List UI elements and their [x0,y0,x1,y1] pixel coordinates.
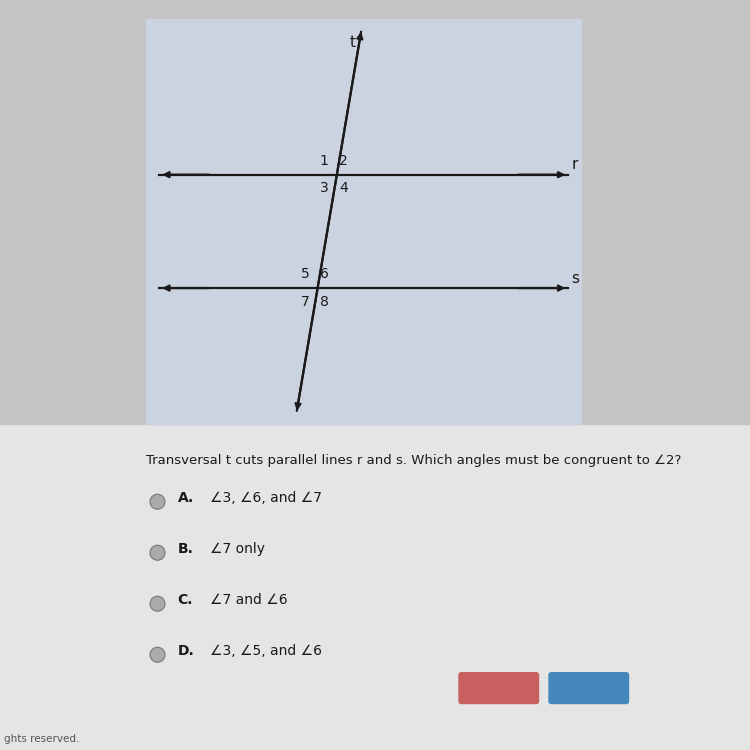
Text: 3: 3 [320,182,328,195]
Bar [0,424,750,750]
Text: ∠3, ∠6, and ∠7: ∠3, ∠6, and ∠7 [210,490,322,505]
Circle shape [150,494,165,509]
Text: ghts reserved.: ghts reserved. [4,734,80,744]
Circle shape [150,596,165,611]
Bar [0,0,750,424]
FancyBboxPatch shape [459,673,538,704]
Text: 6: 6 [320,268,329,281]
Text: A.: A. [178,490,194,505]
Text: 7: 7 [301,295,309,309]
Text: s: s [572,271,579,286]
Text: t: t [350,34,355,50]
Text: 4: 4 [339,182,348,195]
Text: ∠7 only: ∠7 only [210,542,265,556]
Text: D.: D. [178,644,194,658]
Circle shape [150,545,165,560]
Text: Transversal t cuts parallel lines r and s. Which angles must be congruent to ∠2?: Transversal t cuts parallel lines r and … [146,454,682,466]
Text: ∠7 and ∠6: ∠7 and ∠6 [210,592,288,607]
Text: 8: 8 [320,295,329,309]
Text: 2: 2 [339,154,348,168]
Text: 5: 5 [301,268,309,281]
Bar [146,19,581,424]
Text: 1: 1 [320,154,328,168]
Text: C.: C. [178,592,194,607]
Text: r: r [572,158,578,172]
FancyBboxPatch shape [549,673,628,704]
Text: B.: B. [178,542,194,556]
Circle shape [150,647,165,662]
Text: ∠3, ∠5, and ∠6: ∠3, ∠5, and ∠6 [210,644,322,658]
